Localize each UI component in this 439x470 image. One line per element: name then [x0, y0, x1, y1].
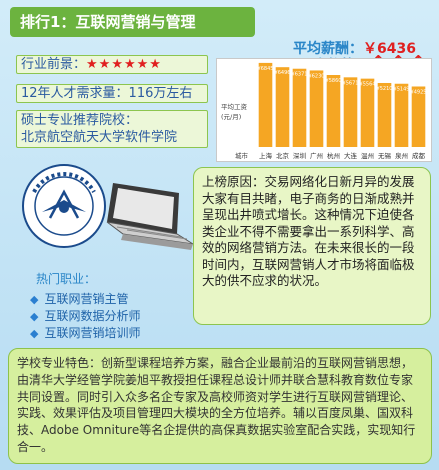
chart-bar — [394, 83, 409, 147]
chart-bar — [258, 62, 273, 148]
hot-jobs-title: 热门职业： — [36, 272, 97, 286]
chart-bar — [275, 67, 290, 147]
chart-bar — [309, 70, 324, 147]
category-tick-label: 杭州 — [327, 151, 340, 160]
category-tick-label: 北京 — [276, 151, 290, 160]
school-name: 北京航空航天大学软件学院 — [21, 130, 178, 145]
average-salary: 平均薪酬：￥6436 — [293, 38, 416, 58]
bar-value-label: ¥5860 — [326, 78, 342, 84]
bar-value-label: ¥5564 — [360, 82, 376, 88]
category-tick-label: 深圳 — [293, 151, 306, 160]
chart-bar — [292, 68, 307, 147]
job-label: 互联网数据分析师 — [44, 309, 141, 323]
listing-reason-text: 上榜原因：交易网络化日新月异的发展大家有目共睹，电子商务的日渐成熟并呈现出井喷式… — [202, 174, 415, 288]
category-tick-label: 广州 — [310, 151, 323, 160]
bar-value-label: ¥5671 — [343, 80, 359, 86]
rating-stars: ★★★★★★ — [86, 57, 162, 72]
listing-reason-box: 上榜原因：交易网络化日新月异的发展大家有目共睹，电子商务的日渐成熟并呈现出井喷式… — [193, 167, 431, 325]
job-label: 互联网营销主管 — [44, 292, 129, 306]
salary-value: ￥6436 — [363, 41, 416, 57]
chart-bar — [360, 78, 375, 147]
prospect-label: 行业前景： — [21, 57, 87, 72]
category-tick-label: 上海 — [259, 151, 273, 160]
chart-bar — [411, 86, 426, 147]
program-features-box: 学校专业特色：创新型课程培养方案，融合企业最前沿的互联网营销思想，由清华大学经管… — [8, 348, 432, 464]
job-label: 互联网营销培训师 — [44, 326, 141, 340]
chart-bar — [377, 82, 392, 147]
x-axis-label: 城市 — [235, 151, 249, 160]
school-label: 硕士专业推荐院校： — [21, 113, 139, 128]
diamond-bullet-icon: ◆ — [30, 293, 39, 306]
category-tick-label: 温州 — [361, 151, 374, 160]
bar-value-label: ¥5210 — [377, 86, 393, 92]
y-axis-label: (元/月) — [221, 113, 241, 121]
university-seal-logo — [20, 162, 108, 250]
bar-value-label: ¥6496 — [275, 70, 291, 76]
bar-value-label: ¥6845 — [258, 66, 274, 72]
category-tick-label: 成都 — [412, 151, 426, 160]
bar-value-label: ¥4925 — [411, 89, 427, 95]
list-item: ◆ 互联网营销培训师 — [30, 324, 140, 341]
program-features-text: 学校专业特色：创新型课程培养方案，融合企业最前沿的互联网营销思想，由清华大学经管… — [17, 356, 416, 454]
bar-value-label: ¥6371 — [292, 72, 308, 78]
bar-value-label: ¥6230 — [309, 73, 325, 79]
talent-demand-text: 12年人才需求量：116万左右 — [21, 86, 193, 101]
list-item: ◆ 互联网数据分析师 — [30, 307, 140, 324]
y-axis-label: 平均工资 — [221, 102, 248, 111]
diamond-bullet-icon: ◆ — [30, 310, 39, 323]
category-tick-label: 大连 — [344, 151, 358, 160]
page-title: 排行1：互联网营销与管理 — [10, 7, 255, 37]
diamond-bullet-icon: ◆ — [30, 327, 39, 340]
chart-bar — [343, 77, 358, 147]
chart-bar — [326, 75, 341, 147]
salary-label: 平均薪酬： — [293, 41, 363, 57]
recommended-school-box: 硕士专业推荐院校： 北京航空航天大学软件学院 — [16, 110, 208, 148]
bar-value-label: ¥5149 — [394, 87, 410, 93]
salary-bar-chart: 平均工资 (元/月) 城市 ¥6845 上海 ¥6496 北京 ¥6371 深圳 ¥6230 广州 ¥… — [216, 58, 432, 162]
bar-chart-svg: 平均工资 (元/月) 城市 ¥6845 上海 ¥6496 北京 ¥6371 深圳 ¥6230 广州 ¥… — [221, 62, 427, 160]
category-tick-label: 无锡 — [378, 151, 392, 160]
industry-prospect-box: 行业前景：★★★★★★ — [16, 55, 208, 74]
talent-demand-box: 12年人才需求量：116万左右 — [16, 84, 208, 103]
list-item: ◆ 互联网营销主管 — [30, 290, 128, 307]
laptop-icon — [97, 178, 197, 258]
category-tick-label: 泉州 — [395, 151, 408, 160]
